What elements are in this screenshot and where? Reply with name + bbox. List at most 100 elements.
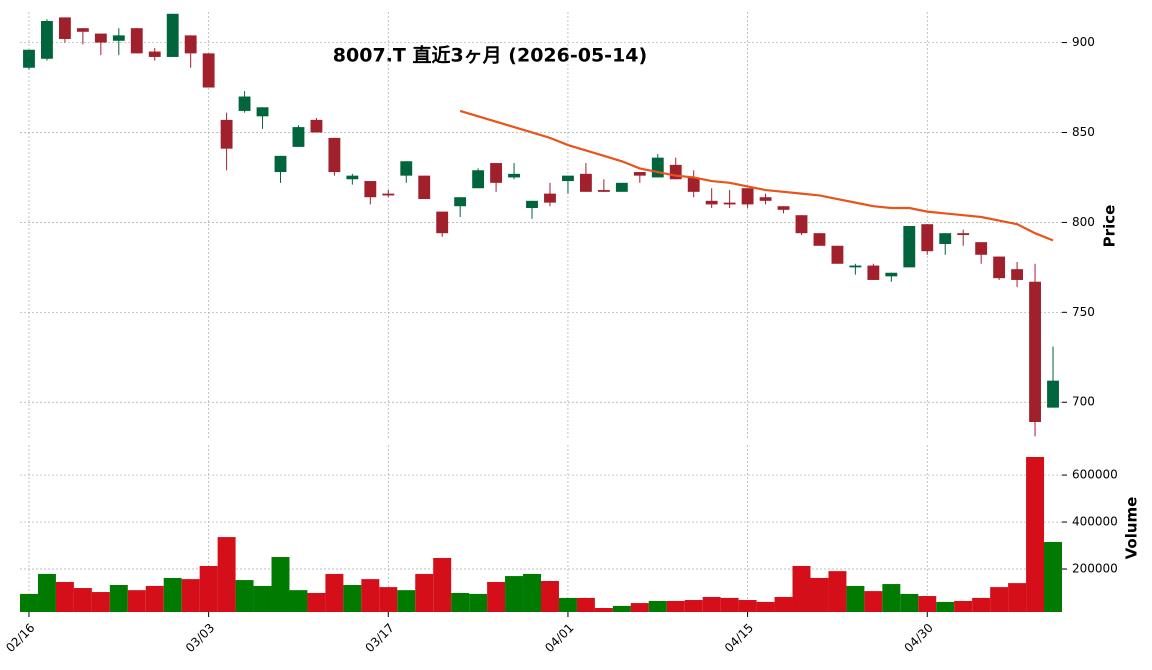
volume-bar	[541, 580, 559, 612]
candle-body	[975, 242, 988, 255]
volume-bar	[433, 557, 452, 612]
candle-body	[544, 193, 556, 203]
candle-body	[813, 233, 826, 246]
volume-bar	[666, 600, 685, 612]
volume-axis-label: Volume	[1123, 497, 1141, 560]
candle-body	[849, 265, 862, 268]
volume-bar	[343, 584, 362, 612]
y-tick-label: 750	[1072, 305, 1095, 319]
y-tick-label: 900	[1072, 35, 1095, 49]
candle-body	[41, 20, 53, 59]
volume-bar	[181, 579, 200, 612]
chart-title: 8007.T 直近3ヶ月 (2026-05-14)	[333, 44, 647, 67]
volume-bar	[774, 596, 793, 612]
candle-body	[831, 245, 844, 264]
volume-bar	[882, 584, 901, 612]
volume-bar	[199, 565, 218, 612]
candle-body	[651, 157, 664, 178]
candle-body	[705, 200, 718, 205]
candle-body	[220, 119, 233, 149]
volume-bar	[415, 573, 434, 612]
candle-body	[795, 215, 808, 234]
volume-bar	[163, 577, 182, 612]
candle-body	[1029, 281, 1041, 423]
candle-body	[94, 33, 107, 43]
volume-bar	[720, 597, 739, 612]
candle-body	[58, 17, 71, 39]
volume-bar	[235, 580, 254, 612]
candle-body	[597, 190, 610, 192]
volume-bar	[253, 585, 272, 612]
y-tick-label: 800	[1072, 215, 1095, 229]
candle-body	[436, 211, 449, 234]
volume-bar	[55, 581, 74, 612]
candle-body	[993, 256, 1006, 279]
volume-bar	[972, 597, 991, 612]
x-tick-label: 04/30	[901, 621, 935, 655]
y-tick-label: 600000	[1072, 468, 1118, 482]
candle-body	[508, 173, 520, 178]
candle-body	[723, 202, 736, 205]
candle-body	[364, 181, 377, 198]
volume-bar	[20, 593, 38, 612]
x-tick-label: 02/16	[3, 621, 37, 655]
volume-bar	[828, 571, 847, 612]
candle-body	[633, 172, 646, 176]
candle-body	[885, 272, 898, 277]
volume-bar	[1026, 456, 1045, 612]
volume-bar	[702, 596, 721, 612]
candle-body	[418, 175, 431, 200]
candle-body	[292, 127, 305, 147]
volume-bar	[289, 590, 308, 612]
candle-body	[202, 53, 215, 88]
candle-body	[23, 49, 35, 68]
candle-body	[669, 164, 682, 180]
volume-bar	[864, 591, 883, 612]
volume-bar	[738, 600, 757, 612]
candle-body	[526, 200, 538, 209]
volume-bar	[918, 596, 937, 612]
candle-body	[472, 170, 485, 189]
x-tick-label: 03/03	[183, 621, 217, 655]
y-axis-label: Price	[1101, 205, 1119, 248]
x-tick-label: 04/15	[722, 621, 756, 655]
volume-bar	[756, 601, 775, 612]
candle-body	[400, 161, 413, 176]
volume-bar	[1044, 542, 1062, 612]
moving-average-line	[459, 109, 1054, 242]
candle-body	[777, 206, 790, 210]
volume-bar	[361, 579, 380, 612]
volume-bar	[936, 601, 955, 612]
volume-bar	[523, 573, 541, 612]
volume-bar	[307, 592, 326, 612]
candle-body	[454, 197, 467, 207]
volume-bar	[145, 585, 164, 612]
volume-bar	[469, 593, 488, 612]
volume-bar	[325, 573, 344, 612]
candle-body	[112, 35, 125, 41]
volume-bar	[73, 588, 92, 612]
volume-bar	[792, 565, 811, 612]
candle-body	[1047, 380, 1059, 408]
volume-bar	[900, 593, 919, 612]
volume-bar	[594, 608, 613, 612]
candle-body	[238, 96, 251, 111]
volume-bar	[217, 537, 236, 612]
candle-body	[562, 175, 574, 182]
volume-bar	[1008, 583, 1027, 612]
candle-body	[274, 155, 287, 173]
volume-bar	[810, 577, 829, 612]
candle-body	[867, 265, 880, 280]
candle-body	[579, 173, 592, 192]
x-tick-label: 03/17	[363, 621, 397, 655]
candle-body	[957, 233, 970, 235]
candle-body	[148, 51, 161, 57]
candle-body	[310, 119, 323, 133]
candle-body	[1011, 269, 1024, 280]
candle-body	[741, 188, 754, 205]
volume-bar	[990, 587, 1009, 612]
volume-bar	[684, 600, 703, 612]
candle-body	[615, 182, 628, 192]
candle-body	[759, 197, 772, 201]
